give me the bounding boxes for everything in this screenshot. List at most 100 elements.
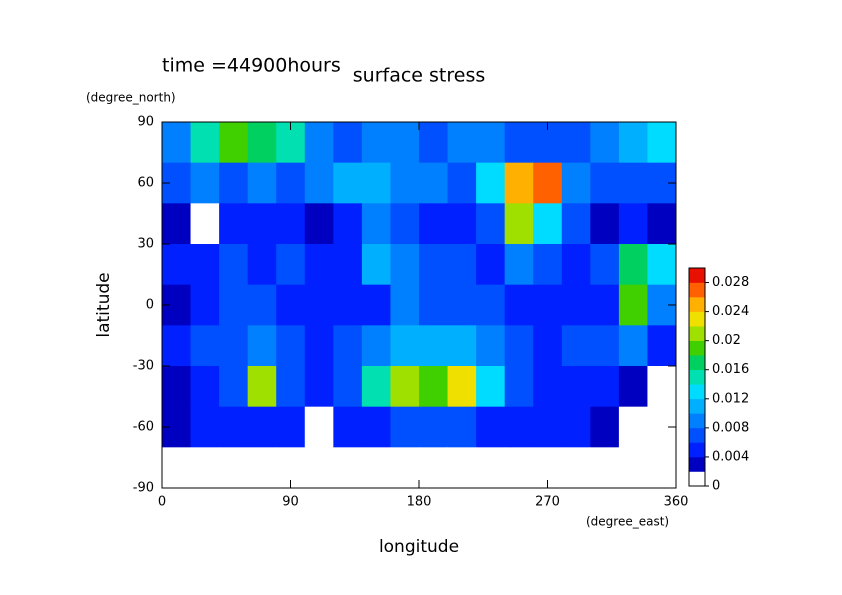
field-cell <box>618 366 648 408</box>
field-cell <box>533 366 563 408</box>
field-cell <box>190 203 220 245</box>
field-cell <box>447 162 477 204</box>
field-cell <box>647 325 677 367</box>
x-units: (degree_east) <box>586 515 669 529</box>
y-tick-label: 30 <box>137 237 154 252</box>
field-cell <box>162 325 192 367</box>
field-cell <box>247 447 277 489</box>
field-cell <box>533 203 563 245</box>
colorbar-swatch <box>689 413 705 429</box>
field-cell <box>361 203 391 245</box>
colorbar-tick-label: 0 <box>712 479 720 494</box>
field-cell <box>647 447 677 489</box>
colorbar-swatch <box>689 398 705 414</box>
colorbar-tick-label: 0.028 <box>712 275 749 290</box>
field-cell <box>219 122 249 164</box>
y-tick-label: -90 <box>133 481 154 496</box>
field-cell <box>590 447 620 489</box>
field-cell <box>618 162 648 204</box>
x-axis-label: longitude <box>379 537 459 557</box>
field-cell <box>533 284 563 326</box>
field-cell <box>219 284 249 326</box>
field-cell <box>276 203 306 245</box>
field-cell <box>447 203 477 245</box>
field-cell <box>647 366 677 408</box>
colorbar-swatch <box>689 326 705 341</box>
field-cell <box>190 447 220 489</box>
field-cell <box>476 162 506 204</box>
field-cell <box>618 447 648 489</box>
field-cell <box>162 366 192 408</box>
field-cell <box>476 447 506 489</box>
x-tick-label: 270 <box>535 495 560 510</box>
field-cell <box>190 244 220 286</box>
field-cell <box>276 325 306 367</box>
field-cell <box>476 366 506 408</box>
field-cell <box>361 406 391 448</box>
colorbar-swatch <box>689 384 705 400</box>
field-cell <box>304 447 334 489</box>
colorbar-tick-label: 0.008 <box>712 420 749 435</box>
field-cell <box>561 162 591 204</box>
field-cell <box>504 447 534 489</box>
field-cell <box>447 284 477 326</box>
field-cell <box>162 203 192 245</box>
field-cell <box>447 406 477 448</box>
field-cell <box>590 122 620 164</box>
field-cell <box>618 122 648 164</box>
field-cell <box>590 366 620 408</box>
field-cell <box>361 447 391 489</box>
colorbar-tick-label: 0.016 <box>712 362 749 377</box>
field-cell <box>618 244 648 286</box>
field-cell <box>561 284 591 326</box>
field-cell <box>247 162 277 204</box>
field-cell <box>304 203 334 245</box>
field-cell <box>647 203 677 245</box>
field-cell <box>333 406 363 448</box>
field-cell <box>533 162 563 204</box>
field-cell <box>276 366 306 408</box>
colorbar-swatch <box>689 297 705 312</box>
field-cell <box>219 162 249 204</box>
field-cell <box>247 122 277 164</box>
field-cell <box>561 203 591 245</box>
field-cell <box>447 447 477 489</box>
field-cell <box>162 122 192 164</box>
field-cell <box>618 325 648 367</box>
subtitle: time =44900hours <box>162 55 341 77</box>
x-tick-label: 90 <box>282 495 299 510</box>
x-tick-label: 180 <box>407 495 432 510</box>
field-cell <box>447 366 477 408</box>
field-cell <box>219 366 249 408</box>
field-cell <box>419 203 449 245</box>
field-cell <box>504 406 534 448</box>
field-cell <box>333 284 363 326</box>
field-cell <box>476 284 506 326</box>
colorbar-swatch <box>689 340 705 356</box>
field-cell <box>504 162 534 204</box>
colorbar-swatch <box>689 355 705 371</box>
y-units: (degree_north) <box>86 91 176 105</box>
field-cell <box>390 122 420 164</box>
field-cell <box>390 244 420 286</box>
field-cell <box>590 203 620 245</box>
colorbar-swatch <box>689 311 705 327</box>
field-cell <box>419 162 449 204</box>
field-cell <box>304 325 334 367</box>
field-cell <box>333 366 363 408</box>
field-cell <box>561 366 591 408</box>
field-cell <box>190 284 220 326</box>
field-cell <box>361 122 391 164</box>
field-cell <box>476 203 506 245</box>
field-cell <box>476 406 506 448</box>
field-cell <box>219 406 249 448</box>
field-cell <box>419 325 449 367</box>
field-cell <box>190 325 220 367</box>
y-tick-label: -30 <box>133 359 154 374</box>
colorbar-tick-label: 0.024 <box>712 304 749 319</box>
field-cell <box>162 244 192 286</box>
y-tick-label: 60 <box>137 176 154 191</box>
y-axis-label: latitude <box>94 272 114 337</box>
field-cell <box>590 244 620 286</box>
field-cell <box>504 244 534 286</box>
